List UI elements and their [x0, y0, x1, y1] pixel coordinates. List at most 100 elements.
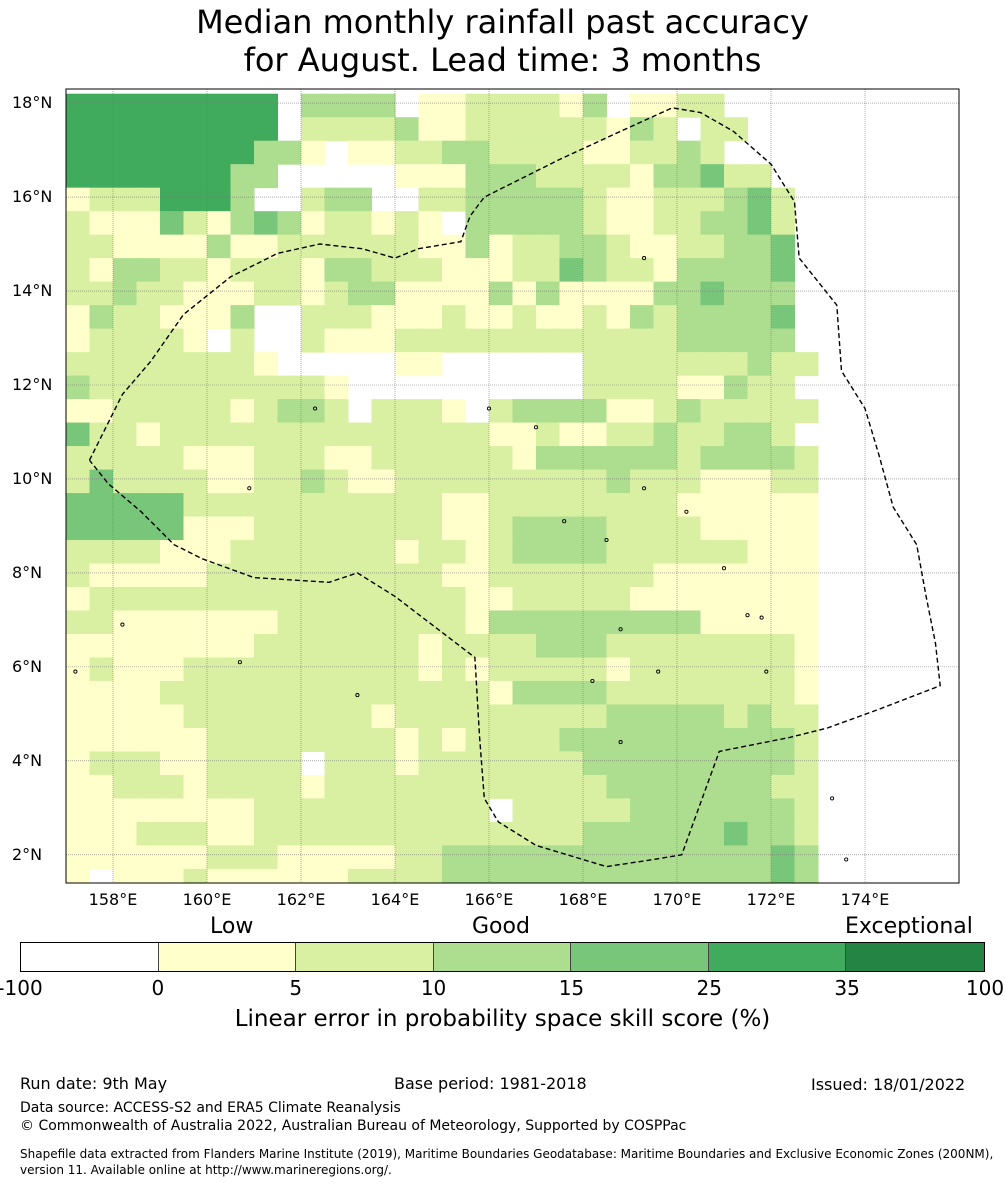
skill-cell — [677, 422, 701, 447]
skill-cell — [277, 563, 302, 588]
skill-cell — [160, 821, 184, 846]
skill-cell — [630, 187, 654, 212]
skill-cell — [724, 352, 748, 377]
skill-cell — [442, 93, 466, 118]
skill-cell — [653, 399, 678, 424]
skill-cell — [160, 680, 184, 705]
skill-cell — [348, 446, 372, 471]
skill-cell — [301, 774, 325, 799]
island-outline — [764, 669, 769, 674]
skill-cell — [771, 352, 795, 377]
skill-cell — [771, 234, 795, 259]
skill-cell — [771, 422, 795, 447]
skill-cell — [395, 821, 419, 846]
skill-cell — [418, 93, 443, 118]
skill-cell — [418, 399, 443, 424]
skill-cell — [583, 540, 607, 565]
skill-cell — [136, 422, 161, 447]
skill-cell — [230, 375, 255, 400]
skill-cell — [160, 774, 184, 799]
skill-cell — [183, 187, 208, 212]
skill-cell — [230, 704, 255, 729]
skill-cell — [254, 164, 278, 189]
skill-cell — [606, 140, 631, 165]
skill-cell — [254, 234, 278, 259]
skill-cell — [465, 469, 490, 494]
skill-cell — [136, 680, 161, 705]
skill-cell — [254, 258, 278, 283]
skill-cell — [536, 234, 560, 259]
skill-cell — [230, 798, 255, 823]
skill-cell — [442, 305, 466, 330]
skill-cell — [418, 352, 443, 377]
skill-cell — [395, 633, 419, 658]
skill-cell — [771, 493, 795, 518]
skill-cell — [724, 187, 748, 212]
skill-cell — [113, 164, 137, 189]
colorbar-label: Linear error in probability space skill … — [234, 1006, 771, 1032]
skill-cell — [136, 258, 161, 283]
skill-cell — [512, 610, 537, 635]
skill-cell — [277, 281, 302, 306]
skill-cell — [653, 633, 678, 658]
skill-cell — [277, 258, 302, 283]
map-title-line1: Median monthly rainfall past accuracy — [196, 3, 809, 41]
skill-cell — [324, 399, 349, 424]
skill-cell — [324, 258, 349, 283]
skill-cell — [113, 680, 137, 705]
category-good-label: Good — [472, 914, 530, 939]
skill-cell — [747, 234, 772, 259]
skill-cell — [113, 375, 137, 400]
skill-cell — [371, 540, 396, 565]
skill-cell — [160, 868, 184, 884]
skill-cell — [700, 704, 725, 729]
skill-cell — [583, 328, 607, 353]
skill-cell — [677, 93, 701, 118]
skill-cell — [207, 352, 231, 377]
skill-cell — [677, 727, 701, 752]
skill-cell — [183, 469, 208, 494]
skill-cell — [465, 422, 490, 447]
skill-cell — [559, 774, 584, 799]
skill-cell — [583, 587, 607, 611]
map-frame — [65, 88, 960, 884]
skill-cell — [512, 587, 537, 611]
skill-cell — [747, 281, 772, 306]
skill-cell — [160, 469, 184, 494]
skill-cell — [254, 680, 278, 705]
skill-cell — [512, 211, 537, 236]
skill-cell — [371, 821, 396, 846]
skill-cell — [583, 610, 607, 635]
skill-cell — [207, 258, 231, 283]
skill-cell — [606, 164, 631, 189]
skill-cell — [183, 516, 208, 541]
skill-cell — [254, 469, 278, 494]
skill-cell — [630, 117, 654, 142]
skill-cell — [113, 93, 137, 118]
skill-cell — [771, 281, 795, 306]
skill-cell — [136, 516, 161, 541]
skill-cell — [606, 305, 631, 330]
skill-cell — [66, 610, 90, 635]
skill-cell — [160, 140, 184, 165]
skill-cell — [160, 493, 184, 518]
skill-cell — [653, 140, 678, 165]
skill-cell — [653, 234, 678, 259]
skill-cell — [771, 587, 795, 611]
skill-cell — [536, 751, 560, 776]
skill-cell — [559, 187, 584, 212]
skill-cell — [113, 821, 137, 846]
skill-cell — [207, 680, 231, 705]
skill-cell — [489, 868, 513, 884]
skill-cell — [677, 234, 701, 259]
skill-cell — [89, 234, 114, 259]
issued-date: Issued: 18/01/2022 — [811, 1075, 966, 1094]
skill-cell — [747, 540, 772, 565]
skill-cell — [324, 469, 349, 494]
skill-cell — [89, 845, 114, 870]
skill-cell — [230, 305, 255, 330]
skill-cell — [230, 281, 255, 306]
skill-cell — [700, 93, 725, 118]
base-period: Base period: 1981-2018 — [394, 1074, 587, 1093]
skill-cell — [371, 258, 396, 283]
